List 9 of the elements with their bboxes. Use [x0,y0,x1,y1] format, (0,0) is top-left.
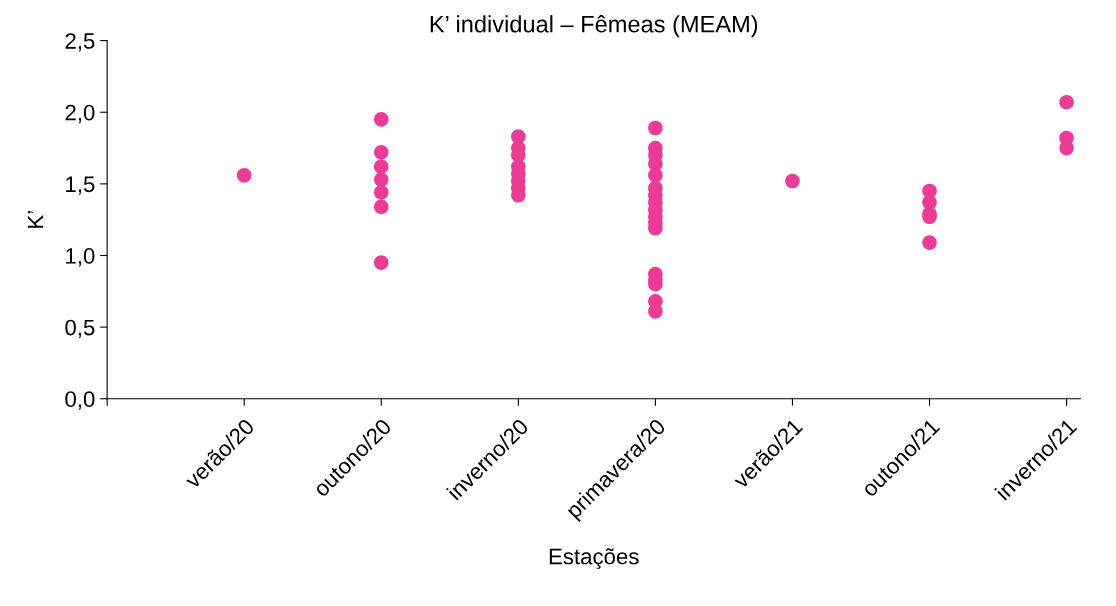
y-tick-label: 1,5 [66,176,95,195]
x-axis-title: Estações [549,548,639,569]
y-tick-label: 0,5 [65,319,95,339]
y-tick-label: 1,0 [66,248,95,267]
y-tick-label: 2,0 [65,104,95,124]
y-tick-label: 2,5 [65,33,95,52]
y-axis-title: K’ [27,211,44,228]
chart-title: K’ individual – Fêmeas (MEAM) [430,15,758,38]
y-tick-label: 0,0 [65,391,95,410]
